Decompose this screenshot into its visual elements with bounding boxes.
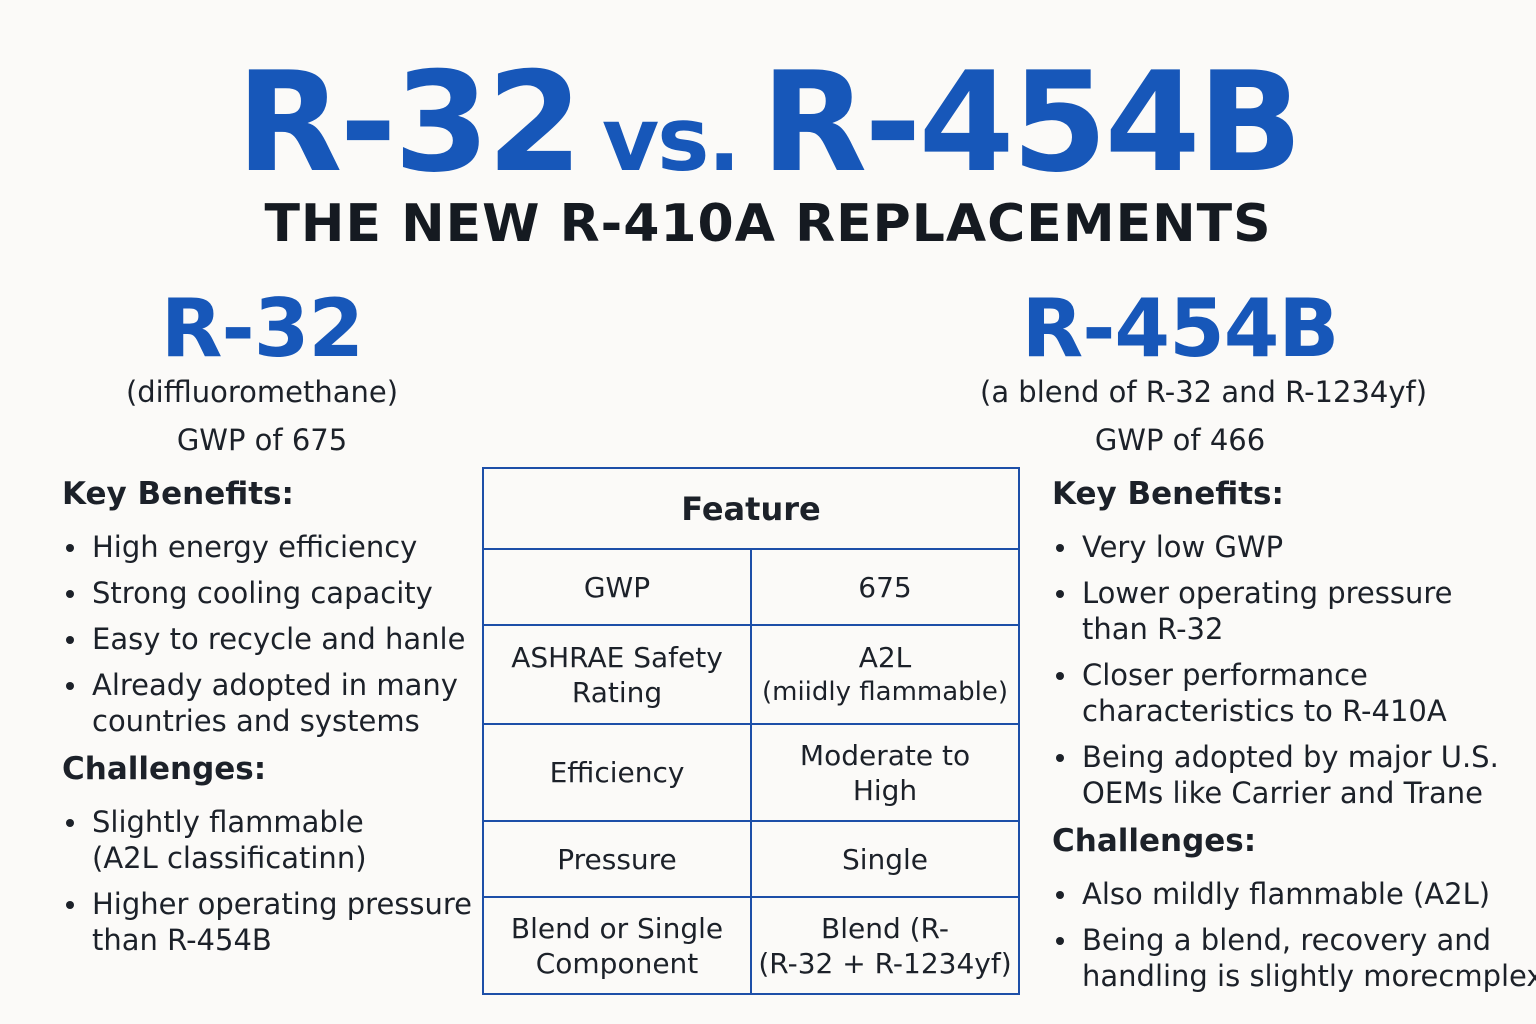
cell-text: GWP [583,570,651,604]
cell-text: High [852,773,918,807]
table-cell: Single [750,822,1018,896]
table-row: Efficiency Moderate to High [484,723,1018,820]
description: (a blend of R-32 and R-1234yf) [980,375,1428,409]
bullet-text: Very low GWP [1082,530,1284,564]
bullet-text: Lower operating pressure [1082,576,1453,610]
bullet-text: Easy to recycle and hanle [92,622,466,656]
bullet-item: Slightly flammable (A2L classificatinn) [62,804,542,876]
bullet-text: Also mildly flammable (A2L) [1082,877,1491,911]
table-cell: Efficiency [484,725,750,820]
cell-text: A2L [858,640,912,674]
table-cell: Pressure [484,822,750,896]
subtitle: THE NEW R-410A REPLACEMENTS [264,194,1272,254]
bullet-item: Higher operating pressure than R-454B [62,886,542,958]
bullet [66,636,74,644]
section-heading: Key Benefits: [1052,476,1284,512]
cell-text: Rating [571,675,663,709]
title-right: R-454B [760,42,1303,203]
right-header: R-454B (a blend of R-32 and R-1234yf) GW… [980,282,1428,464]
bullet [66,819,74,827]
cell-text: Blend (R- [821,911,949,945]
bullet [1056,590,1064,598]
cell-text: Blend or Single [510,911,724,945]
bullet-item: Already adopted in many countries and sys… [62,667,542,739]
bullet-text: OEMs like Carrier and Trane [1082,776,1483,810]
bullet-item: High energy efficiency [62,529,542,565]
bullet-list: Also mildly flammable (A2L) Being a blend… [1052,876,1536,994]
bullet [66,544,74,552]
right-lists: Key Benefits: Very low GWP Lower operating… [1052,476,1536,1006]
bullet-list: Slightly flammable (A2L classificatinn) Hi… [62,804,542,958]
bullet-list: High energy efficiency Strong cooling cap… [62,529,542,739]
bullet [1056,937,1064,945]
bullet-item: Being a blend, recovery and handling is s… [1052,922,1536,994]
cell-text: (miidly flammable) [761,676,1009,707]
bullet [1056,544,1064,552]
bullet [1056,891,1064,899]
cell-text: ASHRAE Safety [511,640,723,674]
table-cell: 675 [750,550,1018,624]
bullet [1056,672,1064,680]
bullet [66,682,74,690]
table-cell: GWP [484,550,750,624]
bullet-text: Slightly flammable [92,805,364,839]
description: (diffluoromethane) [125,375,399,409]
section-heading: Key Benefits: [62,476,294,512]
cell-text: Component [535,946,699,980]
table-cell: ASHRAE Safety Rating [484,626,750,723]
section-heading: Challenges: [62,751,267,787]
bullet-text: countries and systems [92,704,420,738]
bullet-item: Very low GWP [1052,529,1532,565]
bullet-text: Being a blend, recovery and [1082,923,1492,957]
bullet-list: Very low GWP Lower operating pressure than… [1052,529,1532,811]
table-cell: Blend (R- (R-32 + R-1234yf) [750,898,1018,993]
bullet-text: than R-32 [1082,612,1224,646]
table-row: Pressure Single [484,820,1018,896]
bullet-text: than R-454B [92,923,272,957]
bullet-item: Also mildly flammable (A2L) [1052,876,1532,912]
table-row: ASHRAE Safety Rating A2L (miidly flammable) [484,624,1018,723]
bullet-text: handling is slightly morecmplex [1082,959,1536,993]
bullet-text: Being adopted by major U.S. [1082,740,1499,774]
bullet-text: Already adopted in many [92,668,458,702]
bullet [1056,754,1064,762]
refrigerant-name: R-454B [1021,282,1340,375]
bullet-item: Strong cooling capacity [62,575,542,611]
gwp: GWP of 466 [1094,423,1266,457]
refrigerant-name: R-32 [160,282,364,375]
table-row: Blend or Single Component Blend (R- (R-32 +… [484,896,1018,993]
cell-text: Single [841,842,929,876]
bullet-item: Closer performance characteristics to R-4… [1052,657,1532,729]
gwp: GWP of 675 [176,423,348,457]
cell-text: Pressure [557,842,677,876]
bullet-item: Lower operating pressure than R-32 [1052,575,1532,647]
section-heading: Challenges: [1052,823,1257,859]
title-vs: vs. [601,88,741,191]
bullet-item: Being adopted by major U.S. OEMs like Car… [1052,739,1532,811]
bullet [66,901,74,909]
cell-text: Efficiency [549,756,685,789]
bullet-item: Easy to recycle and hanle [62,621,542,657]
bullet-text: High energy efficiency [92,530,418,564]
bullet-text: Strong cooling capacity [92,576,433,610]
bullet-text: Closer performance [1082,658,1368,692]
table-cell: A2L (miidly flammable) [750,626,1018,723]
cell-text: (R-32 + R-1234yf) [758,946,1012,980]
left-header: R-32 (diffluoromethane) GWP of 675 [62,284,462,464]
bullet-text: (A2L classificatinn) [92,841,367,875]
cell-text: 675 [858,570,912,604]
table-row: GWP 675 [484,548,1018,624]
left-lists: Key Benefits: High energy efficiency Stron… [62,476,542,970]
table-header: Feature [681,489,821,528]
title: R-32 vs. R-454B [0,48,1536,240]
comparison-table: Feature GWP 675 ASHRAE Safety Rating A2L (mii… [482,467,1020,995]
bullet [66,590,74,598]
bullet-text: characteristics to R-410A [1082,694,1447,728]
table-cell: Blend or Single Component [484,898,750,993]
table-cell: Moderate to High [750,725,1018,820]
cell-text: Moderate to [799,738,971,772]
bullet-text: Higher operating pressure [92,887,473,921]
title-left: R-32 [236,42,583,203]
